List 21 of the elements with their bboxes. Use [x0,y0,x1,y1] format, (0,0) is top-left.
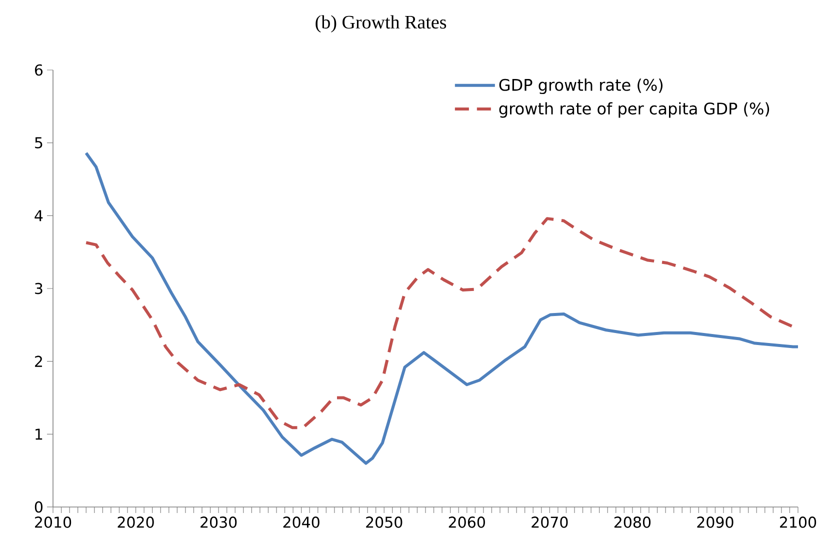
legend-label: GDP growth rate (%) [499,78,663,94]
x-tick-label: 2040 [283,516,320,528]
line-series [84,152,800,465]
y-tick-label: 1 [36,428,42,440]
x-tick-label: 2010 [35,516,72,528]
x-tick-label: 2100 [780,516,816,528]
y-tick-label: 5 [35,137,42,148]
y-tick-label: 2 [35,356,42,367]
chart-title: (b) Growth Rates [316,15,446,32]
x-tick-label: 2050 [366,516,402,528]
x-tick-label: 2020 [118,516,154,528]
x-tick-label: 2080 [614,516,651,528]
legend-label: growth rate of per capita GDP (%) [499,102,770,118]
x-tick-label: 2060 [448,516,485,528]
y-tick-label: 3 [35,282,42,294]
y-tick-label: 0 [34,501,42,513]
x-tick-label: 2030 [200,516,237,528]
y-tick-label: 6 [34,64,43,76]
y-tick-label: 4 [34,210,43,222]
x-tick-label: 2090 [697,516,734,528]
x-tick-label: 2070 [532,516,568,528]
